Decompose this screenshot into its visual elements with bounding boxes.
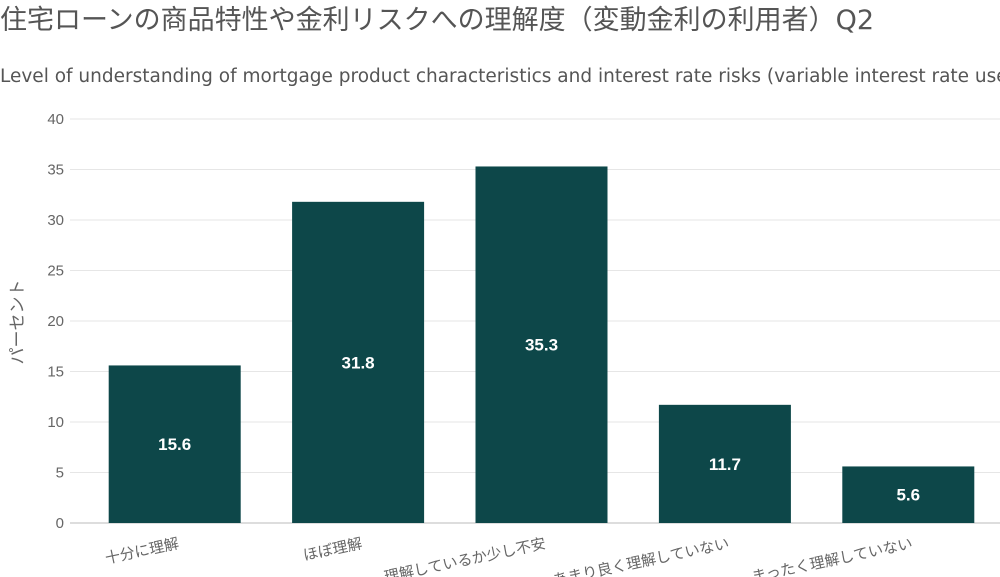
chart-subtitle: Level of understanding of mortgage produ…: [0, 66, 1000, 87]
x-category-label: ほぼ理解: [301, 534, 363, 564]
bars: [108, 166, 975, 523]
y-tick-label: 30: [47, 212, 64, 229]
y-tick-label: 25: [47, 263, 64, 280]
data-label: 11.7: [709, 455, 741, 474]
x-category-label: あまり良く理解していない: [551, 534, 730, 577]
data-label: 15.6: [158, 435, 191, 454]
bar: [658, 404, 791, 523]
y-tick-label: 5: [56, 465, 64, 482]
y-axis-label: パーセント: [8, 280, 28, 365]
bar: [292, 201, 425, 523]
x-category-label: 十分に理解: [103, 534, 180, 567]
bar: [108, 365, 241, 523]
data-label: 5.6: [896, 486, 920, 505]
x-axis-categories: 十分に理解 ほぼ理解 理解しているか少し不安 あまり良く理解していない まったく理解して…: [103, 534, 914, 577]
y-tick-label: 20: [47, 313, 64, 330]
y-tick-label: 0: [56, 515, 64, 532]
data-label: 35.3: [525, 336, 558, 355]
chart-title: 住宅ローンの商品特性や金利リスクへの理解度（変動金利の利用者）Q2: [0, 5, 874, 36]
data-label: 31.8: [342, 353, 375, 372]
y-axis-ticks: 0 5 10 15 20 25 30 35 40: [47, 111, 64, 532]
x-category-label: 理解しているか少し不安: [383, 534, 548, 577]
y-tick-label: 10: [47, 414, 64, 431]
y-tick-label: 40: [47, 111, 64, 128]
data-labels: 15.6 31.8 35.3 11.7 5.6: [158, 336, 920, 505]
bar: [842, 466, 975, 523]
y-tick-label: 15: [47, 364, 64, 381]
y-tick-label: 35: [47, 162, 64, 179]
x-category-label: まったく理解していない: [750, 534, 914, 577]
bar: [475, 166, 608, 523]
